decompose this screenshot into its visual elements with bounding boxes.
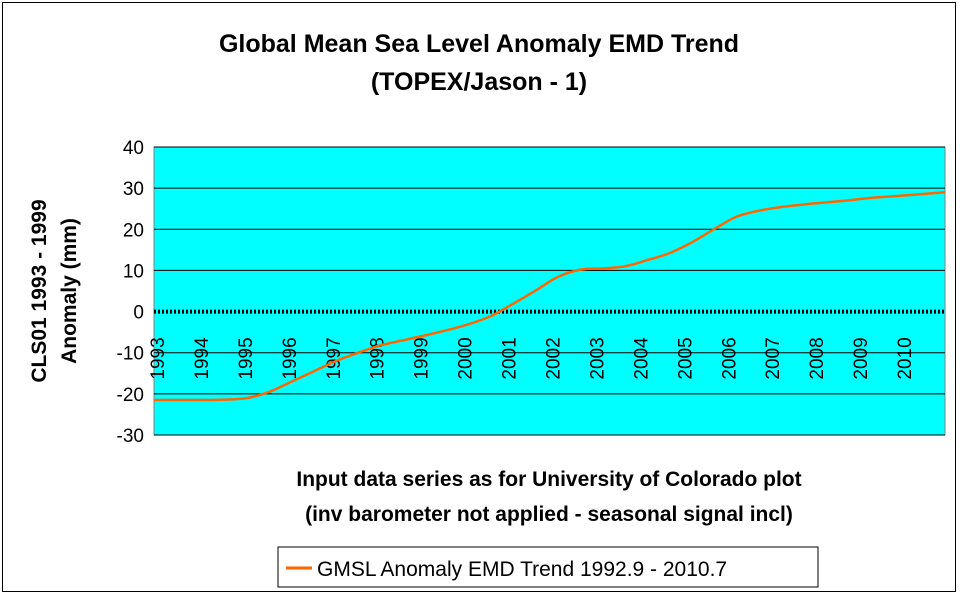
y-tick-label: -30	[117, 426, 144, 447]
legend: GMSL Anomaly EMD Trend 1992.9 - 2010.7	[277, 546, 819, 588]
x-tick-label: 2009	[851, 337, 872, 379]
y-tick-label: 10	[123, 261, 144, 282]
x-tick-label: 2008	[807, 337, 828, 379]
y-axis-label-line1: CLS01 1993 - 1999	[28, 199, 51, 382]
x-tick-label: 1999	[412, 337, 433, 379]
y-tick-label: 30	[123, 179, 144, 200]
x-tick-label: 2002	[544, 337, 565, 379]
y-tick-label: 20	[123, 220, 144, 241]
y-tick-label: 40	[123, 138, 144, 159]
series-line-gmsl-trend	[154, 191, 946, 402]
x-tick-label: 2010	[895, 337, 916, 379]
x-tick-label: 2004	[631, 337, 652, 380]
chart-subtitle: (TOPEX/Jason - 1)	[371, 68, 587, 96]
x-tick-label: 2005	[675, 337, 696, 379]
x-tick-label: 1997	[324, 337, 345, 379]
x-tick-label: 2003	[587, 337, 608, 379]
x-axis-label-line2: (inv barometer not applied - seasonal si…	[305, 503, 793, 526]
gridlines	[154, 146, 945, 436]
legend-box	[277, 546, 819, 588]
y-tick-label: -20	[117, 385, 144, 406]
x-tick-label: 1993	[148, 337, 169, 379]
x-tick-label: 2000	[456, 337, 477, 379]
x-tick-label: 2006	[719, 337, 740, 379]
y-tick-labels: 40 30 20 10 0 -10 -20 -30	[117, 138, 144, 447]
plot-area	[153, 146, 946, 436]
y-axis-label-line2: Anomaly (mm)	[58, 218, 81, 364]
y-tick-label: -10	[117, 344, 144, 365]
y-tick-label: 0	[133, 303, 144, 324]
x-axis-label-line1: Input data series as for University of C…	[296, 468, 801, 491]
x-tick-label: 1994	[192, 337, 213, 380]
x-tick-label: 1995	[236, 337, 257, 379]
x-tick-label: 1996	[280, 337, 301, 379]
legend-entry: GMSL Anomaly EMD Trend 1992.9 - 2010.7	[317, 558, 727, 581]
chart-title: Global Mean Sea Level Anomaly EMD Trend	[219, 30, 739, 58]
x-tick-label: 2001	[500, 337, 521, 379]
x-tick-label: 2007	[763, 337, 784, 379]
